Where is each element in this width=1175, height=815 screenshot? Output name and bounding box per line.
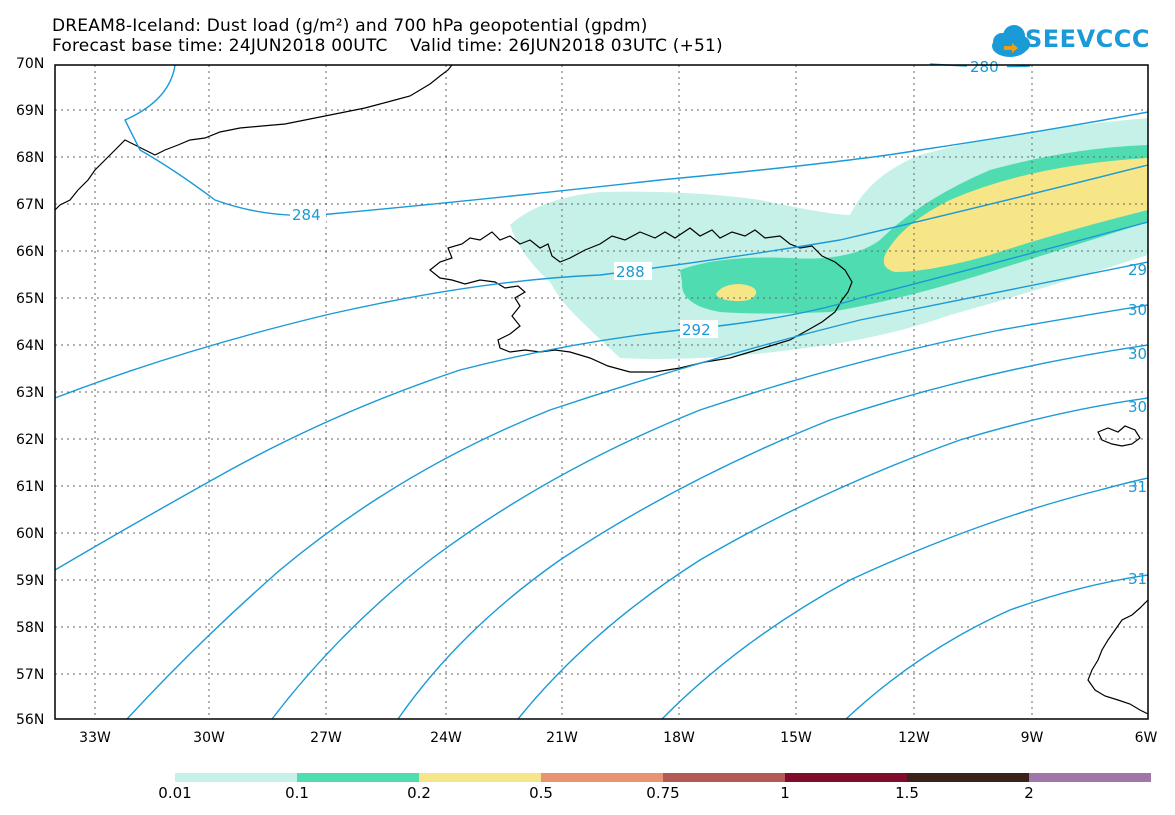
contour-label-316: 31 bbox=[1128, 570, 1147, 588]
lon-tick-label: 21W bbox=[546, 730, 578, 746]
contour-label-288: 288 bbox=[616, 263, 645, 281]
colorbar-swatch bbox=[419, 773, 541, 782]
contour-label-300b: 30 bbox=[1128, 345, 1147, 363]
longitude-axis: 33W 30W 27W 24W 21W 18W 15W 12W 9W 6W bbox=[79, 730, 1157, 746]
lon-tick-label: 12W bbox=[898, 730, 930, 746]
coastlines bbox=[54, 64, 1149, 715]
contour-316 bbox=[845, 574, 1149, 720]
lat-tick-label: 57N bbox=[16, 667, 44, 683]
iceland-coastline bbox=[429, 227, 853, 373]
lon-tick-label: 27W bbox=[310, 730, 342, 746]
faroe-coastline bbox=[1097, 425, 1141, 447]
contour-label-280: 280 bbox=[970, 58, 999, 76]
colorbar-swatch bbox=[541, 773, 663, 782]
lon-tick-label: 33W bbox=[79, 730, 111, 746]
lat-tick-label: 64N bbox=[16, 338, 44, 354]
plot-frame bbox=[54, 64, 1149, 720]
contour-label-292: 292 bbox=[682, 321, 711, 339]
lon-tick-label: 24W bbox=[430, 730, 462, 746]
lon-tick-label: 18W bbox=[663, 730, 695, 746]
lat-tick-label: 61N bbox=[16, 479, 44, 495]
contour-label-284: 284 bbox=[292, 206, 321, 224]
geopotential-contours bbox=[54, 63, 1149, 720]
colorbar-label: 0.2 bbox=[407, 784, 431, 802]
contour-label-300c: 30 bbox=[1128, 398, 1147, 416]
dust-area-spot bbox=[716, 284, 757, 302]
lat-tick-label: 59N bbox=[16, 573, 44, 589]
colorbar: 0.01 0.1 0.2 0.5 0.75 1 1.5 2 bbox=[158, 773, 1151, 802]
contour-308 bbox=[517, 397, 1149, 720]
lat-tick-label: 62N bbox=[16, 432, 44, 448]
colorbar-swatch bbox=[907, 773, 1029, 782]
lat-tick-label: 69N bbox=[16, 103, 44, 119]
contour-312 bbox=[661, 477, 1149, 720]
contour-labels: 280 284 288 292 29 30 30 30 31 31 bbox=[290, 58, 1147, 588]
colorbar-swatch bbox=[663, 773, 785, 782]
lon-tick-label: 6W bbox=[1135, 730, 1158, 746]
contour-296 bbox=[126, 261, 1149, 720]
lon-tick-label: 15W bbox=[780, 730, 812, 746]
contour-label-300a: 30 bbox=[1128, 301, 1147, 319]
contour-288 bbox=[54, 164, 1149, 399]
logo-text: SEEVCCC bbox=[1025, 25, 1150, 53]
greenland-coastline bbox=[54, 64, 453, 211]
lat-tick-label: 60N bbox=[16, 526, 44, 542]
lat-tick-label: 58N bbox=[16, 620, 44, 636]
contour-300 bbox=[271, 304, 1149, 720]
lat-tick-label: 70N bbox=[16, 56, 44, 72]
lat-tick-label: 66N bbox=[16, 244, 44, 260]
lat-tick-label: 65N bbox=[16, 291, 44, 307]
colorbar-swatch bbox=[297, 773, 419, 782]
scotland-coastline bbox=[1087, 599, 1149, 715]
lat-tick-label: 56N bbox=[16, 712, 44, 728]
colorbar-label: 0.75 bbox=[646, 784, 679, 802]
contour-label-312: 31 bbox=[1128, 478, 1147, 496]
colorbar-label: 1.5 bbox=[895, 784, 919, 802]
lat-tick-label: 67N bbox=[16, 197, 44, 213]
dust-shading bbox=[510, 118, 1148, 359]
lon-tick-label: 30W bbox=[193, 730, 225, 746]
seevccc-logo bbox=[992, 25, 1030, 57]
dust-area-mid bbox=[883, 158, 1148, 272]
cloud-icon bbox=[992, 25, 1030, 57]
colorbar-label: 2 bbox=[1024, 784, 1034, 802]
colorbar-label: 0.1 bbox=[285, 784, 309, 802]
lat-tick-label: 63N bbox=[16, 385, 44, 401]
colorbar-swatch bbox=[1029, 773, 1151, 782]
chart-subtitle: Forecast base time: 24JUN2018 00UTC Vali… bbox=[52, 36, 723, 56]
colorbar-label: 1 bbox=[780, 784, 790, 802]
contour-304 bbox=[397, 344, 1149, 720]
colorbar-label: 0.01 bbox=[158, 784, 191, 802]
colorbar-label: 0.5 bbox=[529, 784, 553, 802]
colorbar-swatch bbox=[785, 773, 907, 782]
contour-292 bbox=[54, 221, 1149, 571]
contour-label-296: 29 bbox=[1128, 261, 1147, 279]
chart-title: DREAM8-Iceland: Dust load (g/m²) and 700… bbox=[52, 16, 648, 36]
lat-tick-label: 68N bbox=[16, 150, 44, 166]
lon-tick-label: 9W bbox=[1021, 730, 1044, 746]
colorbar-swatch bbox=[175, 773, 297, 782]
latitude-axis: 70N 69N 68N 67N 66N 65N 64N 63N 62N 61N … bbox=[16, 56, 44, 728]
contour-284 bbox=[124, 64, 1149, 217]
